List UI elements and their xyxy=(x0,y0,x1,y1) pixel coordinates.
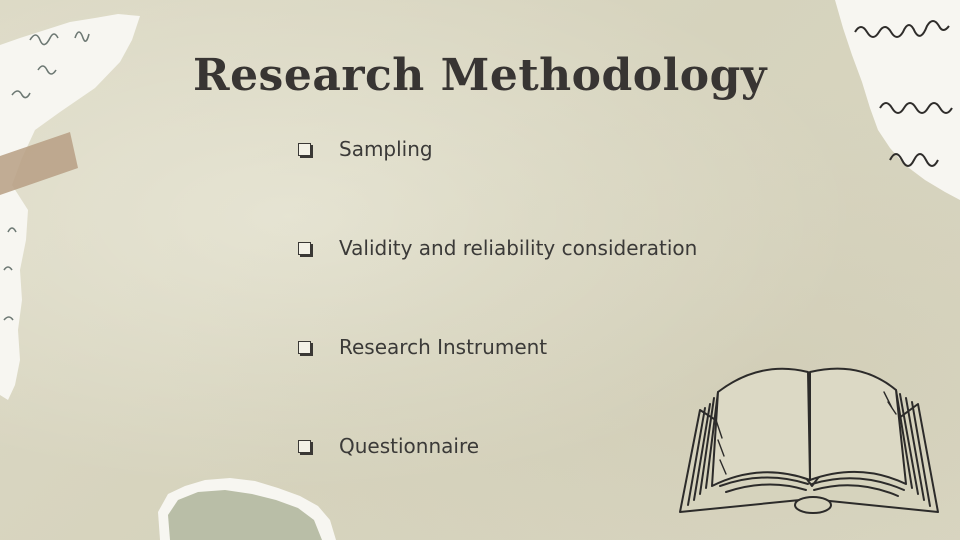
checkbox-bullet-icon xyxy=(298,440,311,453)
bullet-text-questionnaire: Questionnaire xyxy=(339,434,480,458)
bullet-item: Questionnaire xyxy=(298,434,479,458)
bullet-text-sampling: Sampling xyxy=(339,137,433,161)
green-paper-bottom xyxy=(168,490,322,540)
bullet-text-instrument: Research Instrument xyxy=(339,335,548,359)
bullet-item: Validity and reliability consideration xyxy=(298,236,697,260)
torn-paper-top-right xyxy=(835,0,960,200)
bullet-text-validity: Validity and reliability consideration xyxy=(339,236,698,260)
bullet-item: Sampling xyxy=(298,137,433,161)
checkbox-bullet-icon xyxy=(298,341,311,354)
bullet-item: Research Instrument xyxy=(298,335,547,359)
slide-title: Research Methodology xyxy=(193,50,767,101)
checkbox-bullet-icon xyxy=(298,242,311,255)
open-book-illustration xyxy=(679,367,939,514)
torn-paper-top-left xyxy=(0,14,140,400)
handwriting-left xyxy=(3,31,90,321)
handwriting-right xyxy=(854,20,953,167)
checkbox-bullet-icon xyxy=(298,143,311,156)
tape-decoration xyxy=(0,132,78,195)
